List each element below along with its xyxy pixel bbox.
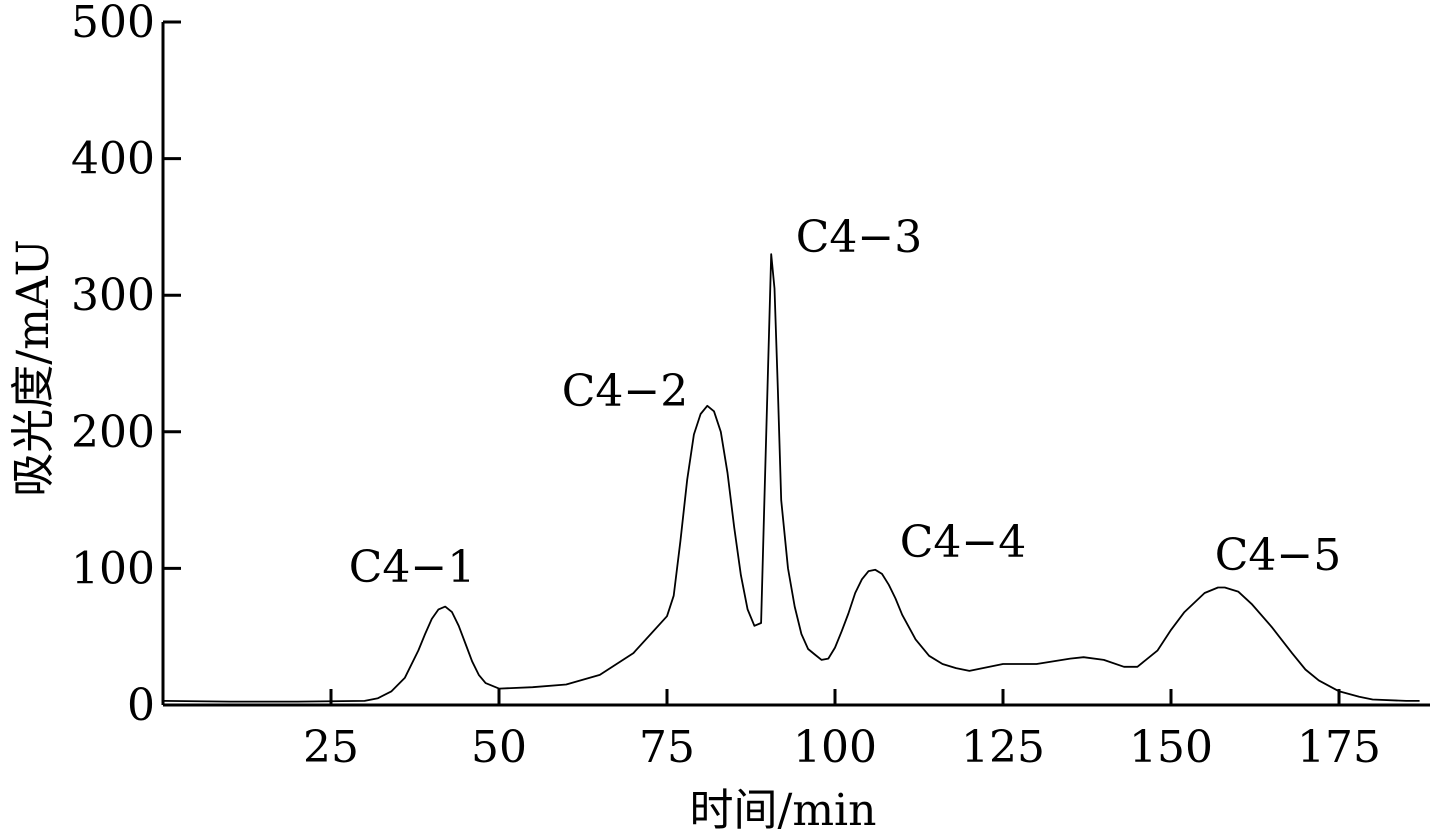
y-tick-label: 0 [127,680,155,731]
peak-annotations: C4−1 C4−2 C4−3 C4−4 C4−5 [349,212,1342,593]
peak-label: C4−5 [1215,530,1342,581]
peak-label: C4−4 [900,517,1027,568]
y-tick-label: 500 [71,0,155,48]
y-tick-label: 300 [71,270,155,321]
x-axis-label: 时间/min [690,785,877,834]
x-tick-label: 100 [793,722,877,773]
x-tick-label: 25 [303,722,359,773]
x-tick-label: 75 [639,722,695,773]
x-tick-label: 125 [961,722,1045,773]
y-tick-label: 200 [71,407,155,458]
peak-label: C4−1 [349,542,476,593]
axes [161,22,1430,707]
x-tick-label: 175 [1297,722,1381,773]
chromatogram-line [162,253,1420,703]
y-tick-label: 100 [71,543,155,594]
peak-label: C4−2 [562,366,689,417]
series-group [162,253,1420,703]
y-tick-label: 400 [71,134,155,185]
x-ticks: 25 50 75 100 125 150 175 [303,689,1381,773]
peak-label: C4−3 [796,212,923,263]
y-axis-label: 吸光度/mAU [8,239,59,496]
x-tick-label: 150 [1129,722,1213,773]
x-tick-label: 50 [471,722,527,773]
y-ticks: 0 100 200 300 400 500 [71,0,181,731]
